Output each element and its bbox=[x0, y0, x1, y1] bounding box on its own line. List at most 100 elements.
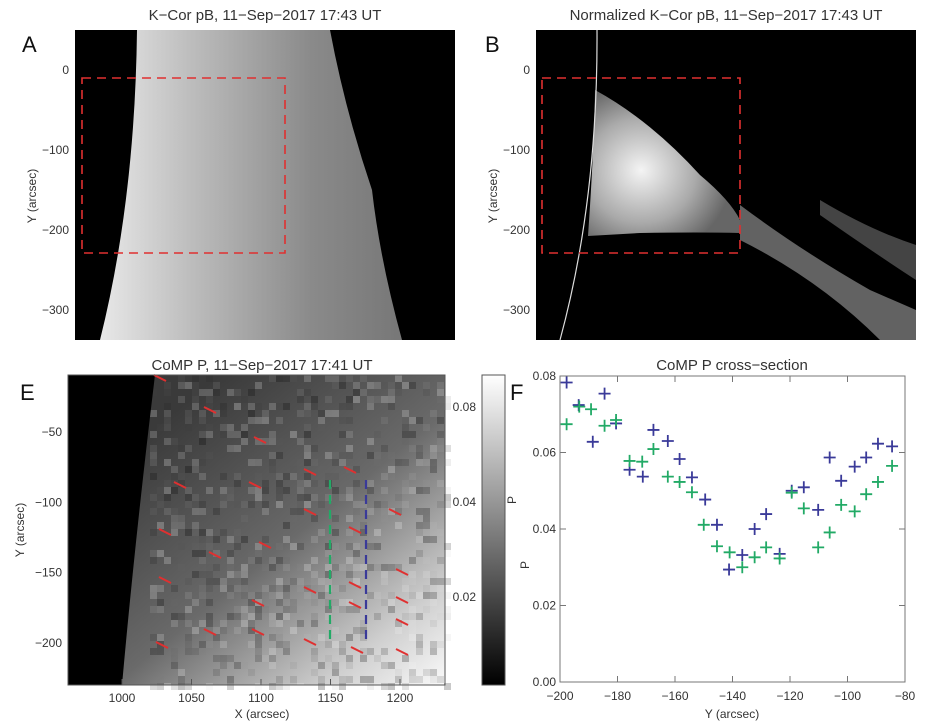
pixel bbox=[213, 508, 220, 515]
data-point bbox=[699, 493, 712, 506]
data-point bbox=[661, 470, 674, 483]
pixel bbox=[423, 592, 430, 599]
pixel bbox=[234, 606, 241, 613]
pixel bbox=[150, 585, 157, 592]
panel-f-letter: F bbox=[510, 380, 523, 405]
pixel bbox=[388, 592, 395, 599]
pixel bbox=[402, 424, 409, 431]
pixel bbox=[318, 466, 325, 473]
pixel bbox=[269, 620, 276, 627]
pixel bbox=[304, 634, 311, 641]
pixel bbox=[178, 480, 185, 487]
pixel bbox=[416, 529, 423, 536]
pixel bbox=[171, 508, 178, 515]
pixel bbox=[241, 564, 248, 571]
pixel bbox=[381, 648, 388, 655]
pixel bbox=[248, 389, 255, 396]
pixel bbox=[164, 683, 171, 690]
pixel bbox=[423, 424, 430, 431]
pixel bbox=[395, 522, 402, 529]
pixel bbox=[325, 578, 332, 585]
pixel bbox=[220, 627, 227, 634]
pixel bbox=[227, 655, 234, 662]
pixel bbox=[402, 683, 409, 690]
pixel bbox=[171, 613, 178, 620]
pixel bbox=[374, 683, 381, 690]
pixel bbox=[367, 438, 374, 445]
pixel bbox=[304, 389, 311, 396]
data-point bbox=[871, 437, 884, 450]
pixel bbox=[416, 522, 423, 529]
pixel bbox=[220, 578, 227, 585]
pixel bbox=[199, 592, 206, 599]
pixel bbox=[353, 550, 360, 557]
pixel bbox=[241, 592, 248, 599]
x-tick-label: 1050 bbox=[178, 691, 205, 705]
pixel bbox=[409, 487, 416, 494]
pixel bbox=[346, 515, 353, 522]
pixel bbox=[325, 494, 332, 501]
y-tick-label: 0 bbox=[62, 63, 69, 77]
pixel bbox=[402, 431, 409, 438]
pixel bbox=[367, 676, 374, 683]
pixel bbox=[150, 683, 157, 690]
pixel bbox=[220, 655, 227, 662]
pixel bbox=[304, 431, 311, 438]
pixel bbox=[416, 459, 423, 466]
pixel bbox=[318, 480, 325, 487]
pixel bbox=[430, 592, 437, 599]
pixel bbox=[346, 557, 353, 564]
pixel bbox=[227, 613, 234, 620]
pixel bbox=[325, 662, 332, 669]
pixel bbox=[311, 403, 318, 410]
pixel bbox=[241, 515, 248, 522]
pixel bbox=[255, 487, 262, 494]
pixel bbox=[178, 683, 185, 690]
pixel bbox=[283, 473, 290, 480]
pixel bbox=[227, 634, 234, 641]
pixel bbox=[269, 662, 276, 669]
pixel bbox=[192, 396, 199, 403]
pixel bbox=[276, 613, 283, 620]
pixel bbox=[318, 634, 325, 641]
colorbar-tick-label: 0.08 bbox=[453, 400, 477, 414]
pixel bbox=[206, 634, 213, 641]
pixel bbox=[171, 620, 178, 627]
pixel bbox=[388, 662, 395, 669]
pixel bbox=[325, 599, 332, 606]
pixel bbox=[353, 606, 360, 613]
pixel bbox=[255, 543, 262, 550]
pixel bbox=[374, 655, 381, 662]
pixel bbox=[171, 662, 178, 669]
pixel bbox=[381, 571, 388, 578]
pixel bbox=[409, 613, 416, 620]
data-point bbox=[598, 419, 611, 432]
pixel bbox=[395, 627, 402, 634]
panel-e-frame bbox=[67, 374, 446, 686]
pixel bbox=[220, 424, 227, 431]
pixel bbox=[423, 557, 430, 564]
pixel bbox=[150, 459, 157, 466]
pixel bbox=[262, 438, 269, 445]
pixel bbox=[171, 648, 178, 655]
pixel bbox=[395, 620, 402, 627]
pixel bbox=[437, 585, 444, 592]
pixel bbox=[248, 599, 255, 606]
pixel bbox=[381, 683, 388, 690]
pixel bbox=[255, 494, 262, 501]
pixel bbox=[311, 459, 318, 466]
pixel bbox=[248, 613, 255, 620]
pixel bbox=[332, 382, 339, 389]
pixel bbox=[199, 410, 206, 417]
pixel bbox=[339, 655, 346, 662]
pixel bbox=[171, 438, 178, 445]
pixel bbox=[283, 403, 290, 410]
pixel bbox=[157, 424, 164, 431]
pixel bbox=[381, 487, 388, 494]
pixel bbox=[255, 382, 262, 389]
pixel bbox=[304, 480, 311, 487]
pixel bbox=[248, 641, 255, 648]
pixel bbox=[227, 585, 234, 592]
pixel bbox=[227, 424, 234, 431]
pixel bbox=[262, 564, 269, 571]
